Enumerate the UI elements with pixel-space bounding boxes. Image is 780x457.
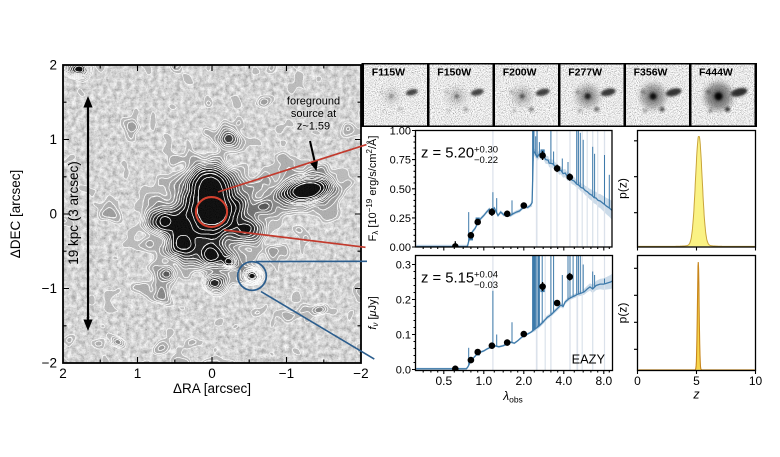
svg-text:source at: source at [291,108,336,120]
svg-text:1: 1 [134,366,142,381]
svg-text:0.00: 0.00 [390,242,411,254]
svg-text:ΔRA [arcsec]: ΔRA [arcsec] [173,381,251,396]
svg-text:−1: −1 [279,366,294,381]
svg-text:−0.03: −0.03 [474,280,498,291]
svg-text:8.0: 8.0 [595,374,612,388]
svg-text:0: 0 [49,207,57,222]
svg-text:0.25: 0.25 [390,213,411,225]
svg-text:−1: −1 [42,281,57,296]
svg-text:z~1.59: z~1.59 [297,121,330,133]
svg-text:1: 1 [49,132,57,147]
svg-text:F277W: F277W [568,66,602,78]
svg-text:foreground: foreground [287,96,340,108]
svg-text:2.0: 2.0 [515,374,532,388]
svg-text:0.1: 0.1 [396,330,411,342]
svg-text:2: 2 [59,366,67,381]
svg-text:F356W: F356W [634,66,668,78]
svg-text:F200W: F200W [503,66,537,78]
svg-text:0.50: 0.50 [390,184,411,196]
svg-text:z = 5.15: z = 5.15 [421,271,474,287]
svg-text:p(z): p(z) [616,303,630,324]
svg-text:EAZY: EAZY [572,352,606,367]
svg-text:1.00: 1.00 [390,126,411,138]
svg-text:4.0: 4.0 [555,374,572,388]
svg-text:−0.22: −0.22 [474,155,498,166]
svg-text:5: 5 [693,374,700,388]
svg-text:z = 5.20: z = 5.20 [421,146,474,162]
svg-text:+0.30: +0.30 [474,145,498,156]
svg-text:0.2: 0.2 [396,295,411,307]
svg-text:0.0: 0.0 [396,365,411,377]
svg-text:F444W: F444W [699,66,733,78]
svg-text:2: 2 [49,58,57,73]
svg-text:0: 0 [208,366,216,381]
svg-text:10: 10 [749,374,763,388]
svg-text:ΔDEC [arcsec]: ΔDEC [arcsec] [8,170,23,259]
svg-text:−2: −2 [42,356,57,371]
svg-text:0: 0 [634,374,641,388]
svg-text:1.0: 1.0 [475,374,492,388]
svg-text:F115W: F115W [372,66,405,78]
svg-text:F150W: F150W [437,66,471,78]
svg-text:19 kpc (3 arcsec): 19 kpc (3 arcsec) [66,161,81,265]
svg-text:+0.04: +0.04 [474,270,498,281]
svg-text:0.3: 0.3 [396,260,411,272]
svg-text:−2: −2 [353,366,368,381]
svg-text:z: z [692,388,700,402]
svg-text:0.75: 0.75 [390,155,411,167]
svg-text:0.5: 0.5 [435,374,452,388]
svg-text:p(z): p(z) [616,178,630,199]
